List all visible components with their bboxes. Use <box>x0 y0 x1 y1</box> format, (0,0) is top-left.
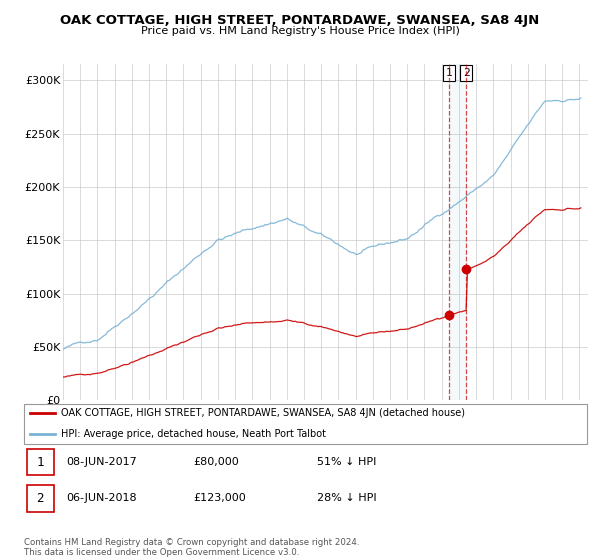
Text: Price paid vs. HM Land Registry's House Price Index (HPI): Price paid vs. HM Land Registry's House … <box>140 26 460 36</box>
Text: 1: 1 <box>37 455 44 469</box>
Text: £123,000: £123,000 <box>193 493 246 503</box>
FancyBboxPatch shape <box>27 449 54 475</box>
Text: 51% ↓ HPI: 51% ↓ HPI <box>317 457 377 467</box>
Bar <box>449 64 466 400</box>
Text: OAK COTTAGE, HIGH STREET, PONTARDAWE, SWANSEA, SA8 4JN (detached house): OAK COTTAGE, HIGH STREET, PONTARDAWE, SW… <box>61 408 464 418</box>
Text: 2: 2 <box>37 492 44 505</box>
Text: 28% ↓ HPI: 28% ↓ HPI <box>317 493 377 503</box>
Text: 1: 1 <box>446 68 452 78</box>
Text: Contains HM Land Registry data © Crown copyright and database right 2024.
This d: Contains HM Land Registry data © Crown c… <box>24 538 359 557</box>
FancyBboxPatch shape <box>27 485 54 512</box>
Text: HPI: Average price, detached house, Neath Port Talbot: HPI: Average price, detached house, Neat… <box>61 430 326 439</box>
Text: 06-JUN-2018: 06-JUN-2018 <box>66 493 137 503</box>
Text: 2: 2 <box>463 68 470 78</box>
Text: OAK COTTAGE, HIGH STREET, PONTARDAWE, SWANSEA, SA8 4JN: OAK COTTAGE, HIGH STREET, PONTARDAWE, SW… <box>61 14 539 27</box>
Text: £80,000: £80,000 <box>193 457 239 467</box>
Text: 08-JUN-2017: 08-JUN-2017 <box>66 457 137 467</box>
FancyBboxPatch shape <box>24 404 587 445</box>
